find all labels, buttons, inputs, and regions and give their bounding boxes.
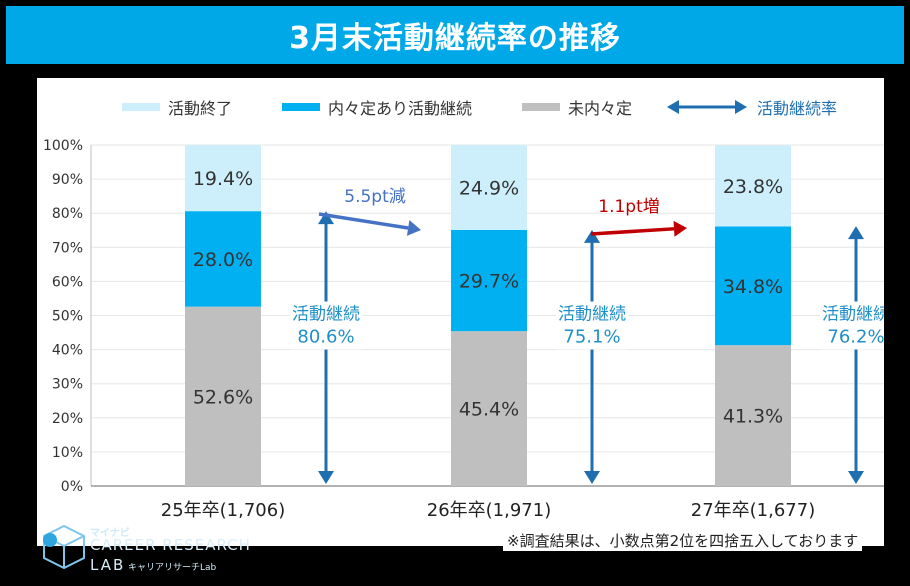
- rate-arrow-head-down: [848, 471, 864, 484]
- legend-swatch-continuing: [282, 103, 320, 111]
- bar-segment: [715, 226, 791, 346]
- y-tick-label: 0%: [61, 479, 83, 495]
- rate-arrow-head-down: [584, 471, 600, 484]
- legend-label-no-offer: 未内々定: [568, 99, 633, 118]
- rate-label-value: 76.2%: [827, 327, 884, 348]
- bar-segment: [715, 345, 791, 486]
- bar-value-label: 23.8%: [723, 176, 783, 198]
- logo-brand: マイナビ: [90, 528, 130, 539]
- y-tick-label: 50%: [52, 309, 83, 325]
- double-arrow-icon: [667, 100, 747, 114]
- logo-sub-text: キャリアリサーチLab: [128, 563, 217, 573]
- bar-value-label: 34.8%: [723, 276, 783, 298]
- bar-segment: [185, 145, 261, 212]
- chart-panel: 活動終了 内々定あり活動継続 未内々定 活動継続率 0% 10% 20% 30% 40%…: [37, 78, 884, 546]
- rate-arrow-head-down: [318, 471, 334, 484]
- bar-value-label: 45.4%: [459, 399, 519, 421]
- legend: 活動終了 内々定あり活動継続 未内々定 活動継続率: [37, 96, 884, 118]
- bar-segment: [451, 331, 527, 486]
- bar-value-label: 52.6%: [193, 386, 253, 408]
- x-category-label: 26年卒(1,971): [427, 500, 551, 521]
- change-arrow-head: [406, 220, 421, 236]
- x-category-label: 27年卒(1,677): [691, 500, 815, 521]
- rate-label-title: 活動継続: [822, 305, 884, 325]
- logo-lab-text: LAB: [90, 556, 126, 574]
- legend-item-continuing: 内々定あり活動継続: [282, 96, 472, 118]
- bar-segment: [451, 145, 527, 230]
- change-arrow-shaft: [590, 227, 675, 236]
- bar-value-label: 28.0%: [193, 249, 253, 271]
- y-tick-label: 90%: [52, 172, 83, 188]
- chart-plot: 0% 10% 20% 30% 40% 50% 60% 70% 80% 90% 100% 52.6% 28…: [43, 138, 884, 521]
- rate-label-title: 活動継続: [558, 305, 626, 325]
- change-label: 1.1pt増: [598, 197, 660, 217]
- change-arrow-head: [673, 220, 687, 237]
- rate-arrow-head-up: [848, 226, 864, 240]
- legend-item-no-offer: 未内々定: [522, 96, 632, 118]
- rate-arrow-head-up: [584, 229, 600, 243]
- legend-label-continuing: 内々定あり活動継続: [328, 99, 473, 118]
- bar-value-label: 29.7%: [459, 271, 519, 293]
- legend-item-rate: 活動継続率: [667, 96, 837, 118]
- rate-label-bg: [556, 301, 628, 350]
- y-tick-label: 100%: [43, 138, 83, 154]
- y-tick-label: 30%: [52, 377, 83, 393]
- title-bar: 3月末活動継続率の推移: [6, 6, 904, 64]
- footnote: ※調査結果は、小数点第2位を四捨五入しております: [503, 530, 863, 551]
- rate-label-value: 75.1%: [563, 327, 620, 348]
- x-category-label: 25年卒(1,706): [161, 500, 285, 521]
- cube-logo-icon: [43, 524, 85, 570]
- y-tick-label: 70%: [52, 240, 83, 256]
- logo: マイナビ CAREER RESEARCH LAB キャリアリサーチLab: [40, 520, 260, 580]
- y-tick-label: 10%: [52, 445, 83, 461]
- rate-label-bg: [820, 301, 884, 350]
- bar-segment: [185, 211, 261, 307]
- legend-swatch-no-offer: [522, 103, 560, 111]
- y-tick-label: 20%: [52, 411, 83, 427]
- bar-value-label: 24.9%: [459, 177, 519, 199]
- bar-segment: [451, 229, 527, 332]
- rate-arrow-head-up: [318, 211, 334, 225]
- logo-main-text: CAREER RESEARCH: [90, 536, 251, 554]
- y-tick-label: 80%: [52, 206, 83, 222]
- rate-label-value: 80.6%: [297, 327, 354, 348]
- rate-label-title: 活動継続: [292, 305, 360, 325]
- change-label: 5.5pt減: [344, 187, 406, 207]
- rate-label-bg: [290, 301, 362, 350]
- legend-label-ended: 活動終了: [168, 99, 233, 118]
- legend-label-rate: 活動継続率: [757, 99, 838, 118]
- chart-title: 3月末活動継続率の推移: [289, 21, 621, 56]
- bar-segment: [185, 306, 261, 486]
- legend-swatch-ended: [122, 103, 160, 111]
- y-tick-label: 40%: [52, 343, 83, 359]
- change-arrow-shaft: [318, 212, 409, 230]
- bar-value-label: 41.3%: [723, 406, 783, 428]
- legend-item-ended: 活動終了: [122, 96, 232, 118]
- bar-value-label: 19.4%: [193, 168, 253, 190]
- bar-segment: [715, 145, 791, 227]
- y-tick-label: 60%: [52, 274, 83, 290]
